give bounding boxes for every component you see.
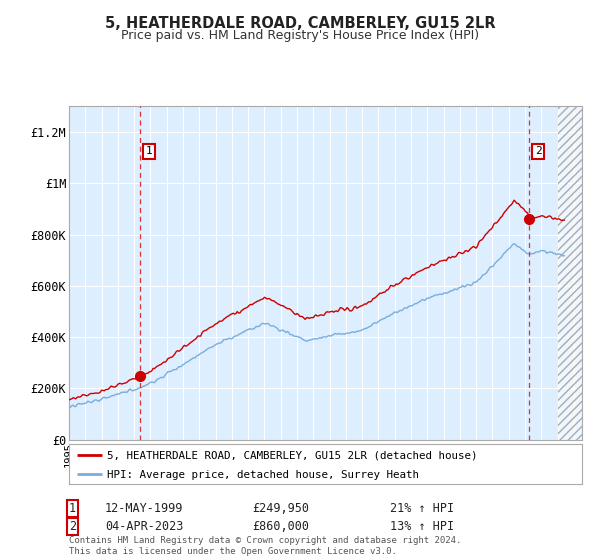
Text: Contains HM Land Registry data © Crown copyright and database right 2024.
This d: Contains HM Land Registry data © Crown c… bbox=[69, 536, 461, 556]
Text: 04-APR-2023: 04-APR-2023 bbox=[105, 520, 184, 533]
Text: 2: 2 bbox=[69, 520, 76, 533]
Text: HPI: Average price, detached house, Surrey Heath: HPI: Average price, detached house, Surr… bbox=[107, 470, 419, 480]
Text: £860,000: £860,000 bbox=[252, 520, 309, 533]
Text: £249,950: £249,950 bbox=[252, 502, 309, 515]
Text: 2: 2 bbox=[535, 146, 542, 156]
Text: 13% ↑ HPI: 13% ↑ HPI bbox=[390, 520, 454, 533]
Bar bbox=[557, 106, 582, 440]
Text: Price paid vs. HM Land Registry's House Price Index (HPI): Price paid vs. HM Land Registry's House … bbox=[121, 29, 479, 42]
Text: 5, HEATHERDALE ROAD, CAMBERLEY, GU15 2LR: 5, HEATHERDALE ROAD, CAMBERLEY, GU15 2LR bbox=[104, 16, 496, 31]
Text: 21% ↑ HPI: 21% ↑ HPI bbox=[390, 502, 454, 515]
Text: 5, HEATHERDALE ROAD, CAMBERLEY, GU15 2LR (detached house): 5, HEATHERDALE ROAD, CAMBERLEY, GU15 2LR… bbox=[107, 450, 478, 460]
Text: 1: 1 bbox=[69, 502, 76, 515]
Text: 12-MAY-1999: 12-MAY-1999 bbox=[105, 502, 184, 515]
Text: 1: 1 bbox=[146, 146, 152, 156]
